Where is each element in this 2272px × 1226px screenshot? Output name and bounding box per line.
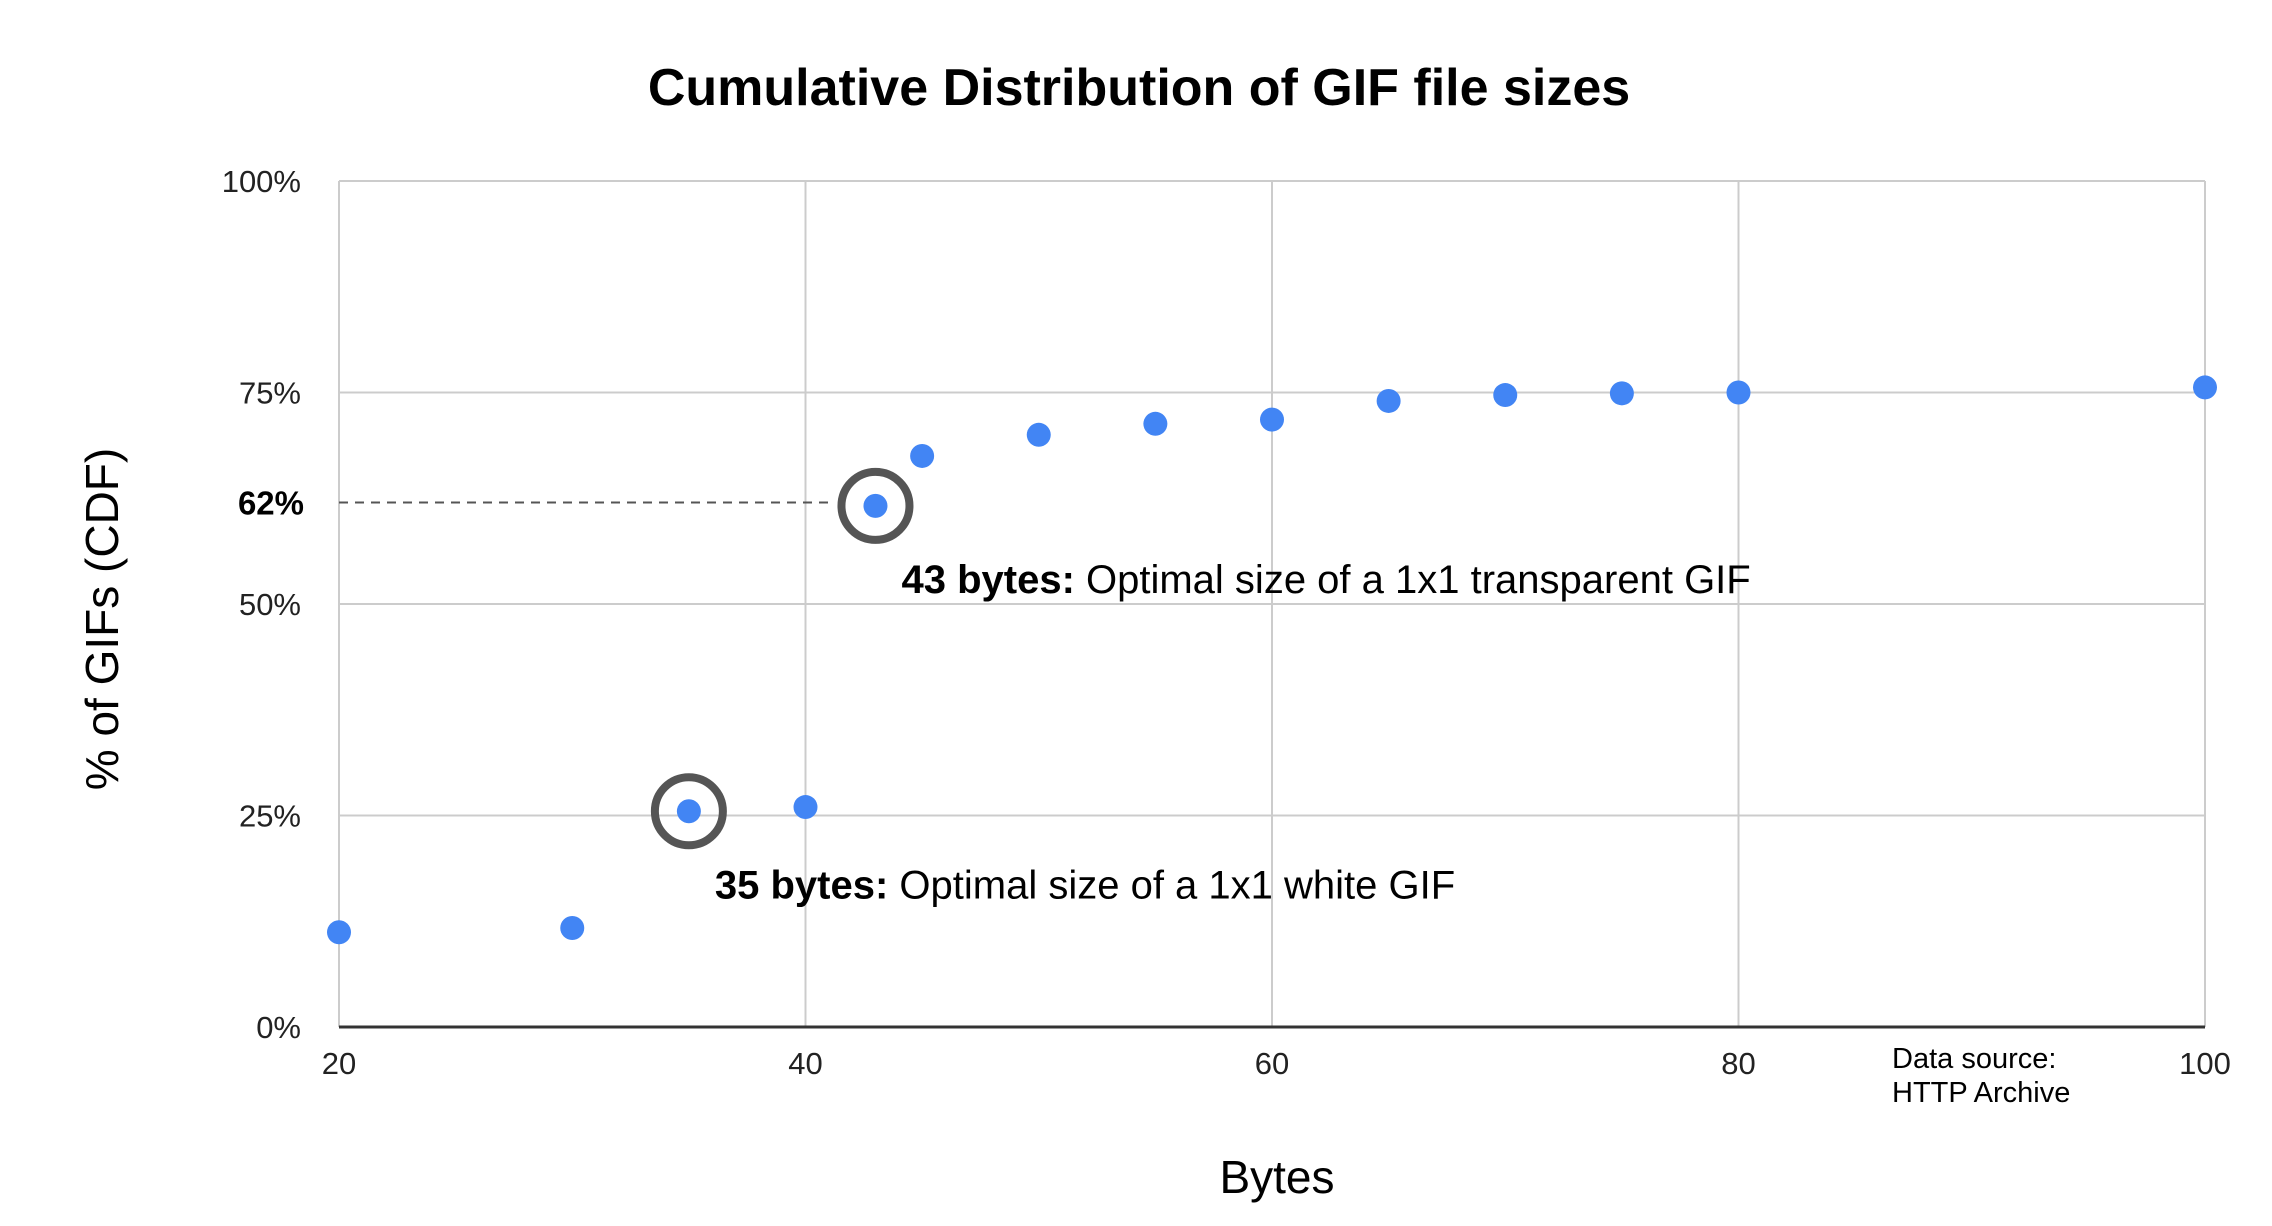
annotation-bold: 43 bytes: xyxy=(901,558,1074,602)
data-point xyxy=(793,795,818,820)
y-tick-label: 0% xyxy=(256,1010,301,1045)
y-tick-label: 50% xyxy=(239,587,301,622)
data-point xyxy=(1143,411,1168,436)
annotation-description: Optimal size of a 1x1 white GIF xyxy=(888,863,1455,907)
data-point xyxy=(863,493,888,518)
y-axis-ticks: 0% 25% 50% 75% 100% xyxy=(222,164,301,1045)
x-axis-ticks: 20 40 60 80 100 xyxy=(322,1046,2231,1081)
annotation-description: Optimal size of a 1x1 transparent GIF xyxy=(1075,558,1751,602)
data-point xyxy=(2193,375,2217,400)
annotation-bold: 35 bytes: xyxy=(715,863,888,907)
data-points xyxy=(327,375,2217,945)
x-tick-label: 60 xyxy=(1255,1046,1289,1081)
data-point xyxy=(676,799,701,824)
x-tick-label: 80 xyxy=(1721,1046,1755,1081)
y-axis-label: % of GIFs (CDF) xyxy=(76,448,128,790)
data-point xyxy=(1260,407,1284,432)
y-tick-label: 25% xyxy=(239,799,301,834)
x-tick-label: 100 xyxy=(2179,1046,2231,1081)
data-point xyxy=(1376,388,1401,413)
annotation-text: 35 bytes: Optimal size of a 1x1 white GI… xyxy=(715,863,1455,907)
highlight-ring xyxy=(837,467,914,544)
y-tick-label: 75% xyxy=(239,376,301,411)
gridlines xyxy=(338,180,2206,1029)
data-point xyxy=(1493,383,1518,408)
data-point xyxy=(1026,422,1051,447)
highlight-ring xyxy=(650,773,727,850)
chart-title: Cumulative Distribution of GIF file size… xyxy=(648,59,1630,117)
data-point xyxy=(560,916,585,941)
x-tick-label: 40 xyxy=(788,1046,822,1081)
annotation-text: 43 bytes: Optimal size of a 1x1 transpar… xyxy=(901,558,1750,602)
data-source-line-2: HTTP Archive xyxy=(1892,1077,2070,1109)
data-point xyxy=(1609,381,1634,406)
data-source-line-1: Data source: xyxy=(1892,1043,2056,1075)
annotations: 43 bytes: Optimal size of a 1x1 transpar… xyxy=(650,467,1751,907)
y-tick-label: 100% xyxy=(222,164,301,199)
data-point xyxy=(910,443,935,468)
x-tick-label: 20 xyxy=(322,1046,356,1081)
data-point xyxy=(1726,380,1751,405)
x-axis-label: Bytes xyxy=(1219,1151,1334,1203)
data-point xyxy=(327,920,351,945)
reference-label: 62% xyxy=(238,484,304,521)
